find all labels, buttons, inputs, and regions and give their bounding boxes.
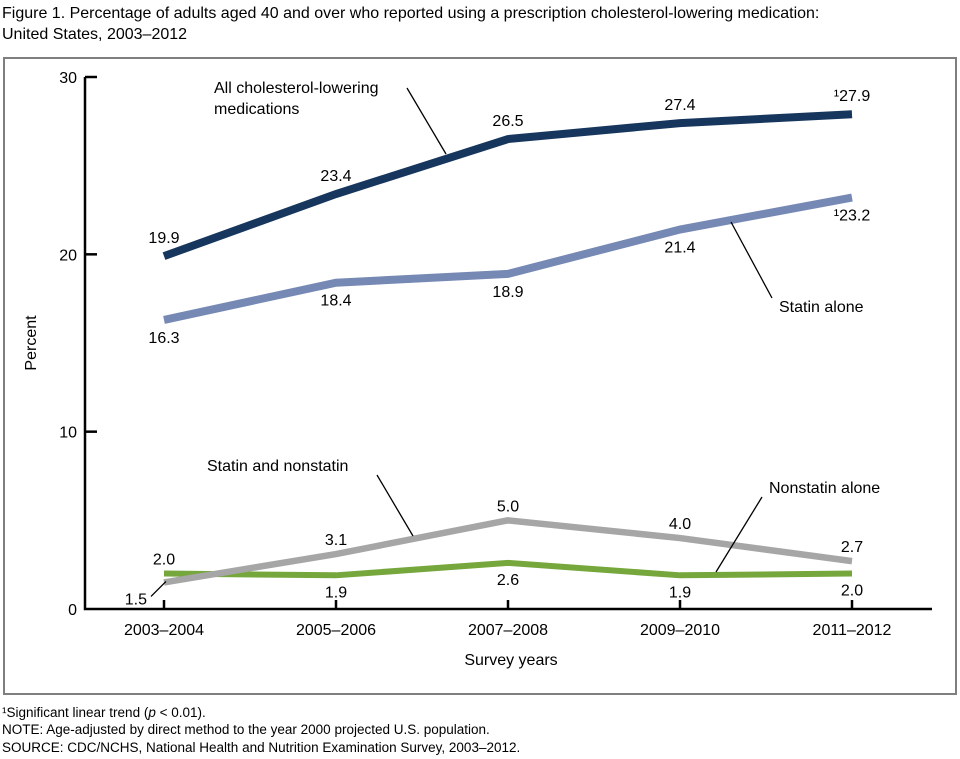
nonstatin-alone-callout-leader-line <box>715 496 763 573</box>
data-label: 21.4 <box>664 240 695 257</box>
data-label: 3.1 <box>325 532 347 549</box>
data-label: 5.0 <box>497 498 519 515</box>
data-label: ¹23.2 <box>834 208 871 225</box>
footnote-source: SOURCE: CDC/NCHS, National Health and Nu… <box>2 739 521 755</box>
footnote-trend-pvalue: p <box>148 705 156 720</box>
y-axis-title: Percent <box>23 315 40 371</box>
series-line-all-cholesterol-lowering-medications <box>162 110 853 260</box>
data-label: 1.9 <box>669 584 691 601</box>
figure-footnotes: ¹Significant linear trend (p < 0.01). NO… <box>2 704 952 756</box>
figure-title: Figure 1. Percentage of adults aged 40 a… <box>2 3 954 45</box>
data-label: 19.9 <box>148 230 179 247</box>
data-label: 2.0 <box>153 552 175 569</box>
data-label: 27.4 <box>664 97 695 114</box>
all-medications-callout-leader-line <box>406 87 447 155</box>
data-label: ¹27.9 <box>834 88 871 105</box>
statin-and-nonstatin-callout-leader-line <box>376 474 414 537</box>
data-label: 2.7 <box>841 539 863 556</box>
data-label: 26.5 <box>492 113 523 130</box>
x-tick-label: 2005–2006 <box>296 622 376 639</box>
data-label-leader <box>150 580 167 597</box>
series-line-nonstatin-alone <box>163 559 853 579</box>
series-line-statin-and-nonstatin <box>163 517 853 586</box>
x-tick-label: 2007–2008 <box>468 622 548 639</box>
all-medications-callout-text: All cholesterol-lowering <box>214 80 379 97</box>
footnote-trend: ¹Significant linear trend (p < 0.01). <box>2 704 952 721</box>
x-tick-label: 2011–2012 <box>813 622 892 639</box>
footnote-trend-prefix: ¹Significant linear trend ( <box>2 705 149 720</box>
statin-and-nonstatin-callout-text: Statin and nonstatin <box>207 458 348 475</box>
nonstatin-alone-callout-text: Nonstatin alone <box>769 480 880 497</box>
y-tick-label: 10 <box>59 425 77 442</box>
data-label: 4.0 <box>669 516 691 533</box>
statin-alone-callout-text: Statin alone <box>779 299 864 316</box>
figure-title-line2: United States, 2003–2012 <box>2 26 188 43</box>
axis-lines <box>83 77 932 611</box>
x-axis-title: Survey years <box>464 652 557 669</box>
data-label: 1.9 <box>325 584 347 601</box>
data-label: 1.5 <box>125 591 147 608</box>
chart-canvas: 0 10 20 30 2003–2004 2005–2006 2007–2008 2009–2… <box>23 70 932 669</box>
footnote-trend-suffix: < 0.01). <box>155 705 206 720</box>
footnote-note: NOTE: Age-adjusted by direct method to t… <box>2 722 490 738</box>
data-label: 18.9 <box>492 284 523 301</box>
data-label: 18.4 <box>320 293 351 310</box>
statin-alone-callout-leader-line <box>730 221 773 299</box>
y-tick-label: 0 <box>68 602 77 619</box>
data-label: 23.4 <box>320 168 351 185</box>
data-label: 16.3 <box>148 330 179 347</box>
data-label: 2.6 <box>497 572 519 589</box>
figure-title-line1: Figure 1. Percentage of adults aged 40 a… <box>2 5 820 22</box>
x-tick-label: 2009–2010 <box>640 622 720 639</box>
figure-box: 0 10 20 30 2003–2004 2005–2006 2007–2008 2009–2… <box>3 57 957 695</box>
all-medications-callout-text: medications <box>214 101 299 118</box>
y-tick-label: 30 <box>59 70 77 87</box>
x-tick-label: 2003–2004 <box>124 622 204 639</box>
data-label: 2.0 <box>841 583 863 600</box>
series-line-statin-alone <box>163 193 853 324</box>
y-tick-label: 20 <box>59 247 77 264</box>
